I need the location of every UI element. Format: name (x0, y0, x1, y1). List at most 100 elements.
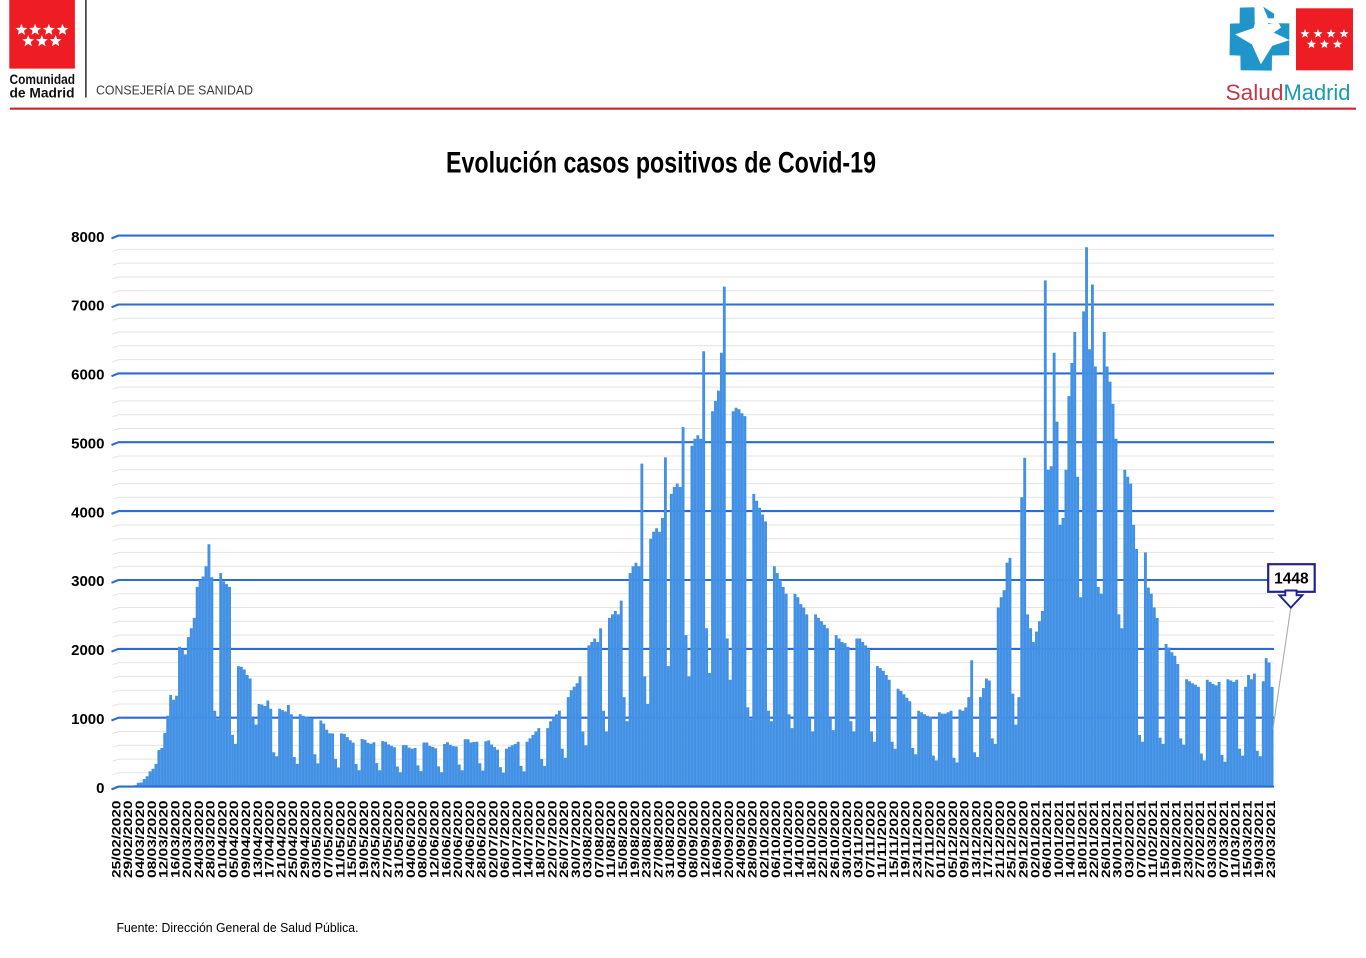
svg-text:15/11/2020: 15/11/2020 (889, 801, 901, 879)
svg-text:Evolución casos positivos de C: Evolución casos positivos de Covid-19 (446, 147, 876, 180)
svg-text:07/03/2021: 07/03/2021 (1219, 800, 1231, 878)
svg-text:08/09/2020: 08/09/2020 (689, 801, 701, 879)
svg-text:27/11/2020: 27/11/2020 (924, 801, 936, 879)
svg-text:11/03/2021: 11/03/2021 (1231, 800, 1243, 878)
svg-text:20/09/2020: 20/09/2020 (724, 801, 736, 879)
svg-text:02/01/2021: 02/01/2021 (1030, 800, 1042, 878)
svg-text:1448: 1448 (1274, 571, 1309, 588)
svg-text:17/12/2020: 17/12/2020 (983, 801, 995, 878)
svg-text:11/08/2020: 11/08/2020 (606, 801, 618, 879)
svg-text:24/03/2020: 24/03/2020 (194, 801, 206, 879)
svg-text:03/08/2020: 03/08/2020 (583, 801, 595, 879)
svg-text:06/07/2020: 06/07/2020 (500, 801, 512, 879)
svg-text:07/08/2020: 07/08/2020 (594, 801, 606, 879)
svg-text:Madrid: Madrid (1284, 80, 1351, 105)
svg-text:15/08/2020: 15/08/2020 (618, 801, 630, 879)
svg-text:0: 0 (96, 780, 104, 797)
svg-text:16/03/2020: 16/03/2020 (170, 801, 182, 879)
svg-text:27/05/2020: 27/05/2020 (382, 801, 394, 879)
svg-text:05/04/2020: 05/04/2020 (229, 801, 241, 879)
svg-text:08/03/2020: 08/03/2020 (147, 801, 159, 879)
svg-text:25/04/2020: 25/04/2020 (288, 801, 300, 879)
svg-text:20/03/2020: 20/03/2020 (182, 801, 194, 879)
svg-text:29/02/2020: 29/02/2020 (123, 801, 135, 879)
svg-text:03/03/2021: 03/03/2021 (1207, 800, 1219, 878)
svg-text:16/06/2020: 16/06/2020 (441, 801, 453, 879)
svg-text:5000: 5000 (71, 435, 104, 452)
svg-text:Comunidad: Comunidad (10, 72, 76, 87)
svg-text:25/12/2020: 25/12/2020 (1007, 801, 1019, 878)
svg-text:28/03/2020: 28/03/2020 (206, 801, 218, 879)
svg-text:06/10/2020: 06/10/2020 (771, 801, 783, 879)
svg-text:15/02/2021: 15/02/2021 (1160, 800, 1172, 878)
svg-text:28/06/2020: 28/06/2020 (477, 801, 489, 879)
svg-text:6000: 6000 (71, 367, 104, 384)
svg-text:07/05/2020: 07/05/2020 (324, 801, 336, 879)
svg-text:23/11/2020: 23/11/2020 (913, 801, 925, 879)
svg-text:27/02/2021: 27/02/2021 (1195, 800, 1207, 878)
svg-text:14/01/2021: 14/01/2021 (1066, 800, 1078, 878)
svg-text:CONSEJERÍA DE SANIDAD: CONSEJERÍA DE SANIDAD (96, 83, 253, 98)
svg-text:22/01/2021: 22/01/2021 (1089, 800, 1101, 878)
svg-text:15/03/2021: 15/03/2021 (1242, 800, 1254, 878)
svg-text:06/01/2021: 06/01/2021 (1042, 800, 1054, 878)
svg-text:19/05/2020: 19/05/2020 (359, 801, 371, 879)
svg-text:18/01/2021: 18/01/2021 (1077, 800, 1089, 878)
svg-text:11/11/2020: 11/11/2020 (877, 801, 889, 879)
svg-text:29/12/2020: 29/12/2020 (1019, 801, 1031, 879)
svg-text:03/05/2020: 03/05/2020 (312, 801, 324, 879)
svg-text:22/10/2020: 22/10/2020 (818, 801, 830, 879)
svg-text:29/04/2020: 29/04/2020 (300, 801, 312, 879)
svg-text:21/12/2020: 21/12/2020 (995, 801, 1007, 879)
svg-text:07/11/2020: 07/11/2020 (865, 801, 877, 879)
svg-text:04/06/2020: 04/06/2020 (406, 801, 418, 879)
svg-text:27/08/2020: 27/08/2020 (653, 801, 665, 879)
svg-text:11/05/2020: 11/05/2020 (335, 801, 347, 879)
svg-text:3000: 3000 (71, 573, 104, 590)
svg-text:19/03/2021: 19/03/2021 (1254, 800, 1266, 878)
svg-text:03/02/2021: 03/02/2021 (1125, 800, 1137, 878)
svg-text:19/08/2020: 19/08/2020 (630, 801, 642, 879)
svg-text:23/08/2020: 23/08/2020 (642, 801, 654, 879)
svg-text:07/02/2021: 07/02/2021 (1136, 800, 1148, 878)
svg-text:10/07/2020: 10/07/2020 (512, 801, 524, 879)
svg-text:02/07/2020: 02/07/2020 (488, 801, 500, 879)
svg-text:de Madrid: de Madrid (10, 86, 75, 101)
svg-text:13/12/2020: 13/12/2020 (971, 801, 983, 879)
svg-text:25/02/2020: 25/02/2020 (111, 801, 123, 879)
svg-text:19/02/2021: 19/02/2021 (1172, 800, 1184, 878)
svg-text:23/02/2021: 23/02/2021 (1183, 800, 1195, 878)
svg-text:26/10/2020: 26/10/2020 (830, 801, 842, 879)
svg-text:Salud: Salud (1226, 80, 1284, 105)
svg-text:08/06/2020: 08/06/2020 (418, 801, 430, 879)
svg-text:20/06/2020: 20/06/2020 (453, 801, 465, 879)
svg-text:17/04/2020: 17/04/2020 (265, 801, 277, 879)
svg-text:12/06/2020: 12/06/2020 (430, 801, 442, 879)
svg-text:05/12/2020: 05/12/2020 (948, 800, 960, 878)
svg-text:4000: 4000 (71, 504, 104, 521)
svg-text:31/05/2020: 31/05/2020 (394, 801, 406, 879)
svg-text:28/09/2020: 28/09/2020 (748, 801, 760, 879)
svg-text:02/10/2020: 02/10/2020 (759, 801, 771, 879)
svg-text:Fuente: Dirección General de S: Fuente: Dirección General de Salud Públi… (117, 920, 359, 935)
svg-text:01/12/2020: 01/12/2020 (936, 801, 948, 879)
svg-text:15/05/2020: 15/05/2020 (347, 801, 359, 879)
svg-text:8000: 8000 (71, 229, 104, 246)
svg-text:11/02/2021: 11/02/2021 (1148, 800, 1160, 878)
svg-text:21/04/2020: 21/04/2020 (276, 801, 288, 879)
svg-text:7000: 7000 (71, 298, 104, 315)
svg-text:04/03/2020: 04/03/2020 (135, 801, 147, 879)
svg-text:09/04/2020: 09/04/2020 (241, 801, 253, 879)
svg-text:30/10/2020: 30/10/2020 (842, 801, 854, 879)
svg-text:24/09/2020: 24/09/2020 (736, 801, 748, 879)
svg-text:03/11/2020: 03/11/2020 (854, 801, 866, 879)
svg-text:1000: 1000 (71, 711, 104, 728)
svg-text:14/10/2020: 14/10/2020 (795, 801, 807, 879)
svg-text:22/07/2020: 22/07/2020 (547, 801, 559, 879)
svg-text:16/09/2020: 16/09/2020 (712, 801, 724, 879)
svg-text:23/05/2020: 23/05/2020 (371, 801, 383, 879)
svg-text:12/03/2020: 12/03/2020 (159, 801, 171, 879)
svg-text:31/08/2020: 31/08/2020 (665, 801, 677, 879)
svg-text:19/11/2020: 19/11/2020 (901, 801, 913, 879)
svg-text:18/10/2020: 18/10/2020 (807, 801, 819, 879)
